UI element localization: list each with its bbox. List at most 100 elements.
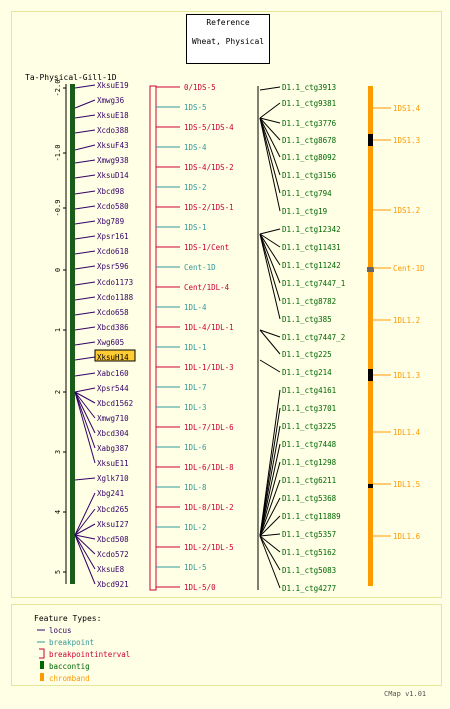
contig-label[interactable]: D1.1_ctg11889 [282, 512, 341, 521]
locus-label[interactable]: Xcdo1188 [97, 293, 134, 302]
contig-label[interactable]: D1.1_ctg3776 [282, 119, 337, 128]
breakpoint-label[interactable]: 1DS-1/Cent [184, 243, 229, 252]
chromband-label[interactable]: 1DL1.6 [393, 532, 421, 541]
contig-label[interactable]: D1.1_ctg8092 [282, 153, 336, 162]
chromband-label[interactable]: 1DS1.3 [393, 136, 420, 145]
locus-label[interactable]: XksuE11 [97, 459, 129, 468]
chromband-label[interactable]: 1DL1.3 [393, 371, 420, 380]
locus-label[interactable]: Xbcd304 [97, 429, 129, 438]
locus-label[interactable]: Xcdo572 [97, 550, 129, 559]
locus-label[interactable]: Xbcd386 [97, 323, 129, 332]
locus-label[interactable]: Xbcd921 [97, 580, 129, 589]
locus-label[interactable]: Xpsr544 [97, 384, 129, 393]
contig-label[interactable]: D1.1_ctg4277 [282, 584, 336, 593]
breakpoint-interval-bar[interactable] [149, 85, 157, 591]
locus-label[interactable]: XksuI27 [97, 520, 129, 529]
locus-label[interactable]: Xbcd98 [97, 187, 125, 196]
breakpoint-label[interactable]: Cent-1D [184, 263, 216, 272]
contig-label[interactable]: D1.1_ctg8782 [282, 297, 336, 306]
contig-label[interactable]: D1.1_ctg8678 [282, 136, 337, 145]
breakpoint-label[interactable]: 1DS-2/1DS-1 [184, 203, 234, 212]
contig-label[interactable]: D1.1_ctg385 [282, 315, 332, 324]
locus-label[interactable]: Xbcd508 [97, 535, 129, 544]
contig-label[interactable]: D1.1_ctg5357 [282, 530, 336, 539]
map-title[interactable]: Ta-Physical-Gill-1D [25, 73, 117, 82]
contig-label[interactable]: D1.1_ctg11242 [282, 261, 341, 270]
breakpoint-label[interactable]: 1DL-1 [184, 343, 207, 352]
breakpoint-label[interactable]: 1DL-5/0 [184, 583, 216, 592]
contig-label[interactable]: D1.1_ctg3701 [282, 404, 336, 413]
contig-label[interactable]: D1.1_ctg12342 [282, 225, 341, 234]
breakpoint-label[interactable]: 1DS-4 [184, 143, 207, 152]
contig-label[interactable]: D1.1_ctg7447_1 [282, 279, 345, 288]
locus-label[interactable]: Xbg789 [97, 217, 124, 226]
contig-label[interactable]: D1.1_ctg5162 [282, 548, 336, 557]
breakpoint-label[interactable]: 1DS-4/1DS-2 [184, 163, 234, 172]
chromband-label[interactable]: 1DL1.5 [393, 480, 420, 489]
chromband-label[interactable]: 1DS1.4 [393, 104, 421, 113]
contig-label[interactable]: D1.1_ctg3225 [282, 422, 336, 431]
contig-label[interactable]: D1.1_ctg5368 [282, 494, 337, 503]
breakpoint-label[interactable]: 1DL-7/1DL-6 [184, 423, 234, 432]
locus-label[interactable]: Xmwg36 [97, 96, 125, 105]
contig-label[interactable]: D1.1_ctg4161 [282, 386, 336, 395]
breakpoint-label[interactable]: 0/1DS-5 [184, 83, 216, 92]
breakpoint-label[interactable]: 1DS-2 [184, 183, 207, 192]
contig-label[interactable]: D1.1_ctg11431 [282, 243, 341, 252]
breakpoint-label[interactable]: 1DS-5/1DS-4 [184, 123, 234, 132]
chromosome-backbone[interactable] [70, 84, 75, 584]
breakpoint-label[interactable]: 1DS-5 [184, 103, 207, 112]
locus-label[interactable]: Xcdo388 [97, 126, 129, 135]
locus-label[interactable]: XksuE8 [97, 565, 125, 574]
breakpoint-label[interactable]: 1DL-2 [184, 523, 207, 532]
contig-label[interactable]: D1.1_ctg9381 [282, 99, 336, 108]
chromband-label[interactable]: 1DS1.2 [393, 206, 420, 215]
locus-label[interactable]: Xbcd265 [97, 505, 129, 514]
locus-label[interactable]: Xmwg710 [97, 414, 129, 423]
breakpoint-label[interactable]: 1DL-3 [184, 403, 207, 412]
contig-label[interactable]: D1.1_ctg794 [282, 189, 332, 198]
contig-label[interactable]: D1.1_ctg3156 [282, 171, 337, 180]
locus-label[interactable]: Xcdo1173 [97, 278, 133, 287]
chromband-bar[interactable] [368, 86, 373, 586]
contig-label[interactable]: D1.1_ctg3913 [282, 83, 336, 92]
contig-label[interactable]: D1.1_ctg7447_2 [282, 333, 345, 342]
locus-label[interactable]: XksuE18 [97, 111, 129, 120]
locus-label[interactable]: XksuF43 [97, 141, 129, 150]
locus-label[interactable]: Xabc160 [97, 369, 129, 378]
locus-label[interactable]: Xbcd1562 [97, 399, 133, 408]
contig-label[interactable]: D1.1_ctg1298 [282, 458, 337, 467]
breakpoint-label[interactable]: 1DL-6/1DL-8 [184, 463, 234, 472]
chromband-label[interactable]: Cent-1D [393, 264, 425, 273]
locus-label[interactable]: Xpsr596 [97, 262, 129, 271]
locus-label[interactable]: Xglk710 [97, 474, 129, 483]
locus-label[interactable]: Xcdo658 [97, 308, 129, 317]
breakpoint-label[interactable]: 1DL-4/1DL-1 [184, 323, 234, 332]
contig-label[interactable]: D1.1_ctg5083 [282, 566, 336, 575]
breakpoint-label[interactable]: 1DL-1/1DL-3 [184, 363, 234, 372]
breakpoint-label[interactable]: 1DL-5 [184, 563, 207, 572]
contig-label[interactable]: D1.1_ctg19 [282, 207, 327, 216]
locus-label[interactable]: Xmwg938 [97, 156, 129, 165]
locus-label[interactable]: Xwg605 [97, 338, 124, 347]
breakpoint-label[interactable]: 1DL-4 [184, 303, 207, 312]
breakpoint-label[interactable]: 1DL-7 [184, 383, 207, 392]
locus-label[interactable]: Xcdo618 [97, 247, 129, 256]
locus-label[interactable]: XksuD14 [97, 171, 129, 180]
breakpoint-label[interactable]: 1DL-8/1DL-2 [184, 503, 234, 512]
breakpoint-label[interactable]: 1DS-1 [184, 223, 207, 232]
chromband-label[interactable]: 1DL1.4 [393, 428, 421, 437]
contig-label[interactable]: D1.1_ctg7448 [282, 440, 337, 449]
reference-box[interactable]: Reference Wheat, Physical [186, 14, 270, 64]
locus-label[interactable]: Xbg241 [97, 489, 124, 498]
breakpoint-label[interactable]: 1DL-8 [184, 483, 207, 492]
locus-label[interactable]: Xabg387 [97, 444, 129, 453]
contig-label[interactable]: D1.1_ctg214 [282, 368, 332, 377]
breakpoint-label[interactable]: 1DL-6 [184, 443, 207, 452]
locus-label[interactable]: Xcdo580 [97, 202, 129, 211]
locus-label[interactable]: XksuH14 [97, 353, 129, 362]
breakpoint-label[interactable]: Cent/1DL-4 [184, 283, 230, 292]
chromband-label[interactable]: 1DL1.2 [393, 316, 420, 325]
locus-label[interactable]: XksuE19 [97, 81, 129, 90]
contig-label[interactable]: D1.1_ctg6211 [282, 476, 336, 485]
